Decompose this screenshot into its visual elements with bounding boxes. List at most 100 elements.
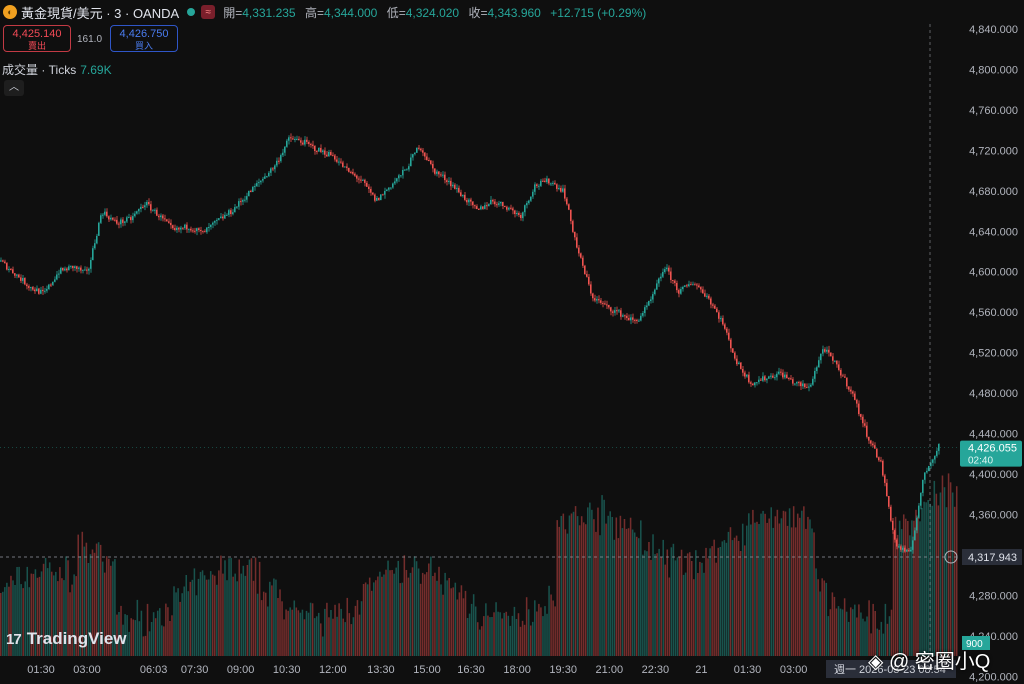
volume-bar: [415, 561, 418, 656]
time-axis-label: 09:00: [227, 664, 255, 676]
volume-bar: [28, 587, 31, 656]
volume-bar: [532, 621, 534, 656]
candle-body: [460, 192, 462, 197]
candle-body: [262, 178, 264, 181]
candle-body: [436, 171, 438, 174]
candle-body: [790, 378, 792, 380]
candle-body: [96, 235, 98, 244]
volume-legend: 成交量 · Ticks 7.69K: [2, 61, 112, 78]
candle-body: [78, 267, 80, 269]
volume-bar: [169, 621, 171, 656]
volume-bar: [811, 528, 813, 656]
candle-body: [574, 231, 576, 238]
candle-body: [190, 228, 192, 231]
candle-body: [606, 304, 608, 306]
volume-bar: [815, 568, 817, 656]
volume-bar: [163, 626, 165, 656]
candle-body: [0, 260, 2, 262]
volume-bar: [909, 535, 911, 656]
volume-bar: [165, 603, 167, 656]
candle-body: [148, 202, 150, 205]
candle-body: [454, 184, 456, 189]
volume-bar: [768, 518, 770, 656]
candle-body: [542, 180, 544, 182]
volume-bar: [725, 542, 728, 656]
candle-body: [274, 165, 276, 170]
candle-body: [246, 196, 248, 200]
candle-body: [102, 214, 104, 216]
volume-bar: [690, 561, 693, 656]
sell-price: 4,425.140: [12, 28, 62, 40]
candle-body: [236, 206, 238, 208]
volume-bar: [152, 612, 155, 656]
candle-body: [434, 168, 436, 174]
candle-body: [272, 168, 274, 170]
candle-body: [820, 353, 822, 361]
volume-bar: [432, 576, 434, 656]
volume-bar: [63, 580, 65, 656]
symbol-title[interactable]: 黃金現貨/美元 · 3 · OANDA: [21, 5, 180, 21]
candle-body: [386, 189, 388, 191]
candle-body: [188, 228, 190, 230]
candle-body: [470, 199, 472, 202]
candle-body: [88, 268, 90, 271]
candle-body: [678, 290, 680, 294]
candle-body: [906, 550, 908, 552]
volume-bar: [792, 506, 795, 656]
volume-bar: [483, 616, 485, 656]
volume-bar: [216, 584, 218, 656]
volume-bar: [849, 607, 852, 656]
time-axis-label: 18:00: [503, 664, 531, 676]
candle-body: [884, 475, 886, 483]
volume-bar: [658, 548, 660, 656]
candle-body: [494, 201, 496, 205]
sell-button[interactable]: 4,425.140 賣出: [3, 25, 71, 52]
candle-body: [484, 205, 486, 209]
candle-body: [524, 205, 526, 213]
candle-body: [136, 211, 138, 214]
candle-body: [672, 280, 674, 281]
last-price-value: 4,426.055: [968, 443, 1017, 455]
volume-bar: [933, 480, 936, 656]
candle-body: [548, 178, 550, 184]
volume-bar: [721, 541, 724, 656]
volume-bar: [896, 534, 899, 656]
volume-bar: [672, 543, 675, 656]
candle-body: [182, 227, 184, 229]
tradingview-logo: 17 TradingView: [6, 629, 127, 649]
candle-body: [572, 221, 574, 232]
volume-bar: [741, 523, 744, 656]
candle-body: [896, 539, 898, 547]
candle-body: [614, 310, 616, 313]
volume-bar: [108, 558, 110, 656]
candle-body: [472, 201, 474, 206]
volume-bar: [697, 573, 699, 656]
close-value: 4,343.960: [487, 5, 541, 20]
volume-bar: [799, 517, 801, 656]
candle-body: [80, 267, 82, 271]
volume-bar: [607, 515, 609, 656]
volume-bar: [576, 516, 579, 656]
collapse-chevron-icon[interactable]: ︿: [4, 80, 24, 96]
candle-body: [320, 148, 322, 152]
wave-icon[interactable]: ≈: [201, 5, 216, 19]
candle-body: [254, 186, 256, 188]
volume-bar: [937, 505, 940, 656]
volume-bar: [156, 610, 159, 656]
volume-bar: [847, 621, 850, 656]
volume-bar: [130, 618, 132, 656]
candle-body: [528, 200, 530, 204]
volume-bar: [407, 577, 410, 656]
candle-body: [92, 248, 94, 260]
volume-bar: [625, 528, 628, 656]
candle-body: [218, 218, 220, 220]
candle-body: [612, 311, 614, 313]
candle-body: [496, 204, 498, 206]
candle-body: [712, 304, 714, 306]
volume-bar: [915, 509, 917, 656]
volume-bar: [945, 507, 948, 656]
volume-bar: [142, 636, 145, 656]
candle-body: [714, 305, 716, 309]
buy-button[interactable]: 4,426.750 買入: [110, 25, 178, 52]
